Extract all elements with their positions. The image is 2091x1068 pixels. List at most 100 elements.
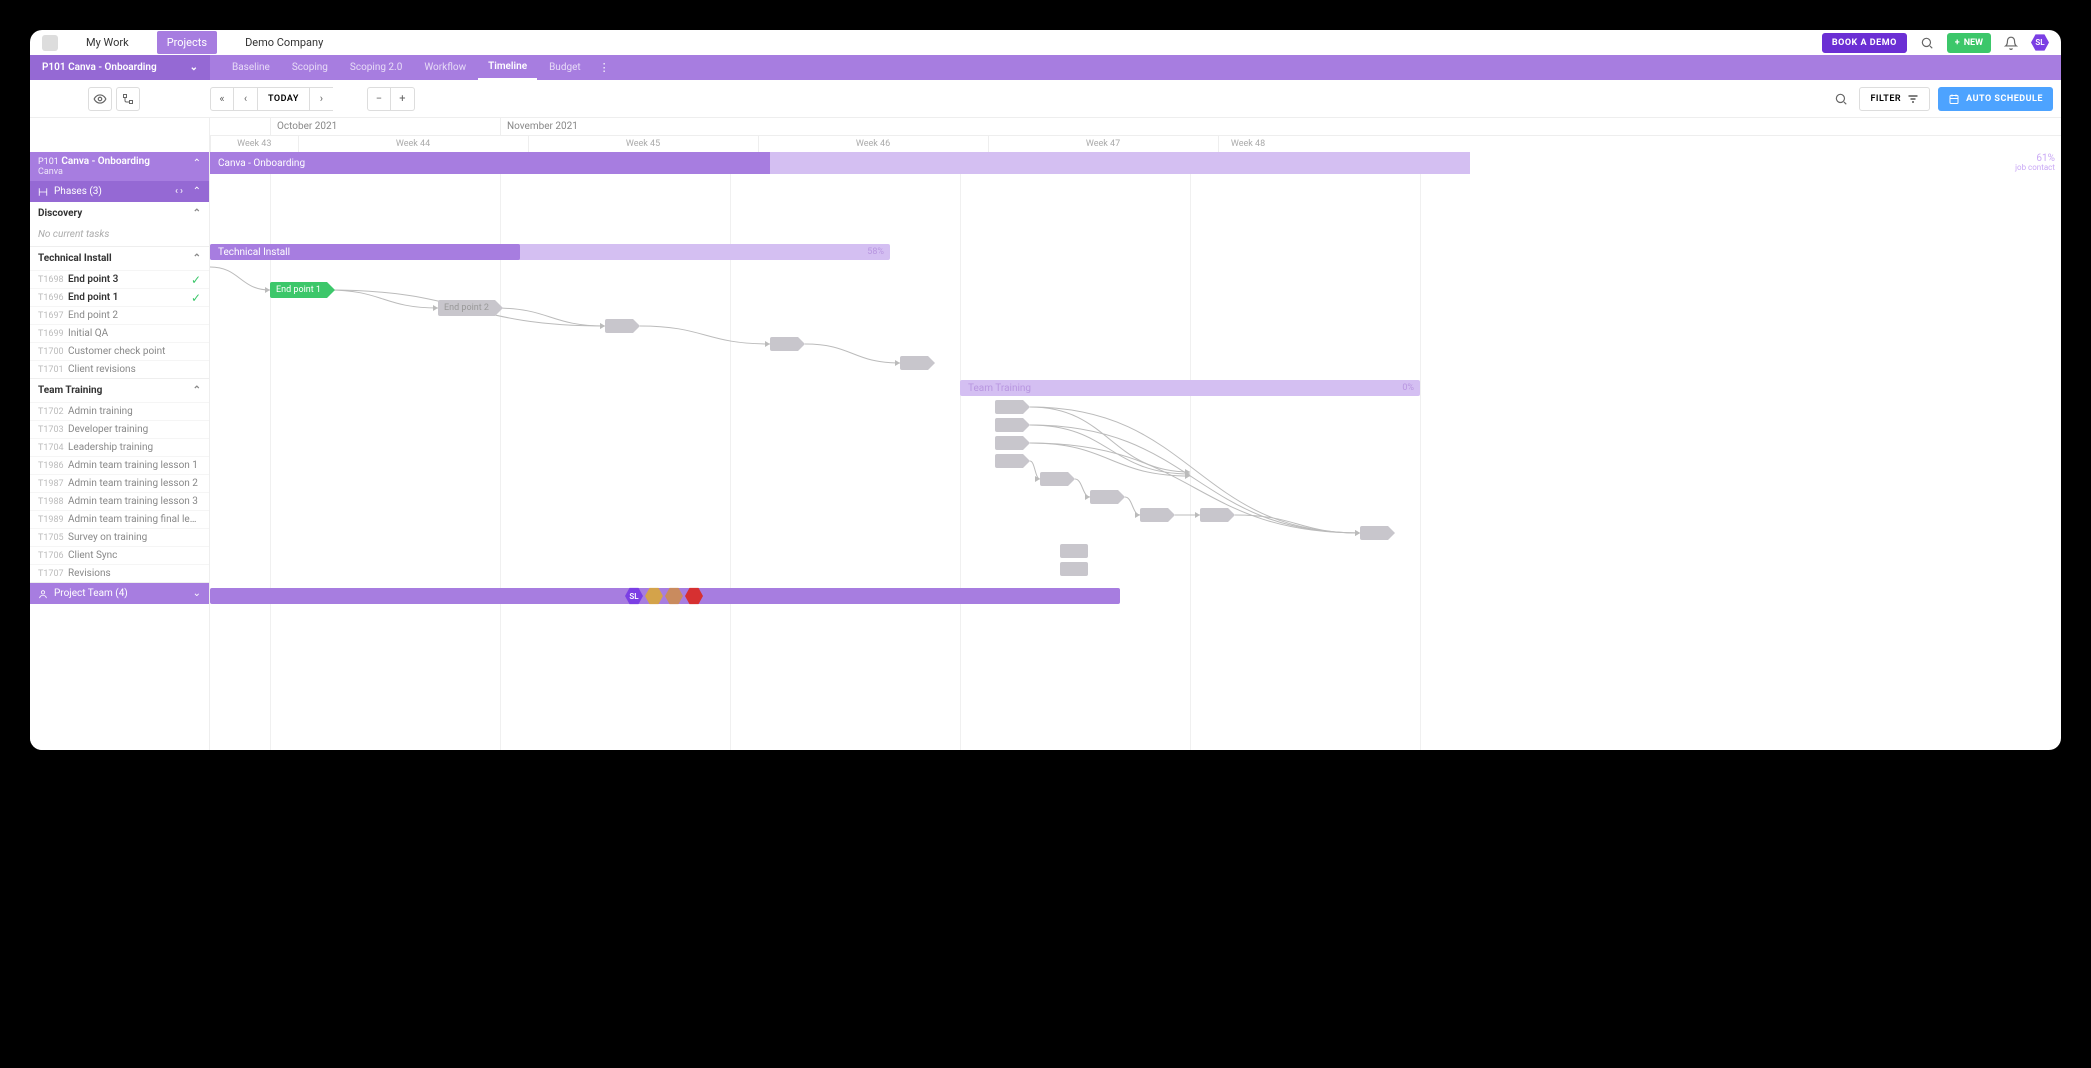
task-node[interactable]: [1040, 472, 1068, 486]
task-row[interactable]: T1989Admin team training final lesso...: [30, 510, 209, 528]
week-row: Week 43Week 44Week 45Week 46Week 47Week …: [210, 136, 2061, 152]
task-row[interactable]: T1988Admin team training lesson 3: [30, 492, 209, 510]
auto-schedule-button[interactable]: AUTO SCHEDULE: [1938, 87, 2053, 111]
sidebar: P101 Canva - Onboarding Canva ⌃ Phases (…: [30, 118, 210, 750]
task-row[interactable]: T1699Initial QA: [30, 324, 209, 342]
tab-scoping-2-0[interactable]: Scoping 2.0: [340, 55, 412, 80]
logo[interactable]: [42, 35, 58, 51]
group-team-training[interactable]: Team Training⌃: [30, 379, 209, 402]
task-node[interactable]: [1140, 508, 1168, 522]
notifications-icon[interactable]: [2001, 33, 2021, 53]
hierarchy-icon[interactable]: [116, 87, 140, 111]
task-node[interactable]: [1200, 508, 1228, 522]
task-node[interactable]: [995, 454, 1023, 468]
task-row[interactable]: T1701Client revisions: [30, 360, 209, 378]
group-discovery[interactable]: Discovery⌃: [30, 202, 209, 225]
month-row: October 2021November 2021: [210, 118, 2061, 136]
task-id: T1704: [38, 443, 68, 453]
task-id: T1706: [38, 551, 68, 561]
task-name: Customer check point: [68, 346, 201, 357]
zoom-controls: − +: [367, 87, 415, 111]
toolbar-right: FILTER AUTO SCHEDULE: [1831, 87, 2053, 111]
avatar[interactable]: [665, 587, 683, 605]
plus-icon: +: [1955, 38, 1960, 48]
search-icon[interactable]: [1917, 33, 1937, 53]
tab-timeline[interactable]: Timeline: [478, 55, 537, 80]
task-id: T1986: [38, 461, 68, 471]
task-row[interactable]: T1986Admin team training lesson 1: [30, 456, 209, 474]
phases-nav[interactable]: ‹›: [175, 186, 183, 197]
task-id: T1707: [38, 569, 68, 579]
task-row[interactable]: T1703Developer training: [30, 420, 209, 438]
milestone[interactable]: End point 1: [270, 282, 327, 298]
task-row[interactable]: T1707Revisions: [30, 564, 209, 582]
task-name: Admin team training lesson 2: [68, 478, 201, 489]
nav-projects[interactable]: Projects: [157, 31, 217, 54]
task-node[interactable]: [995, 418, 1023, 432]
tab-baseline[interactable]: Baseline: [222, 55, 280, 80]
chevron-down-icon: ⌄: [190, 62, 198, 73]
task-node[interactable]: [900, 356, 928, 370]
task-row[interactable]: T1702Admin training: [30, 402, 209, 420]
nav-my-work[interactable]: My Work: [76, 31, 139, 54]
task-row[interactable]: T1700Customer check point: [30, 342, 209, 360]
tab-budget[interactable]: Budget: [539, 55, 591, 80]
avatar[interactable]: [685, 587, 703, 605]
phases-label: Phases (3): [54, 186, 102, 197]
collapse-project-icon[interactable]: ⌃: [193, 158, 201, 169]
avatar[interactable]: SL: [625, 587, 643, 605]
new-button[interactable]: + NEW: [1947, 33, 1991, 53]
zoom-out-button[interactable]: −: [367, 87, 391, 111]
group-technical-install[interactable]: Technical Install⌃: [30, 247, 209, 270]
task-node[interactable]: [1360, 526, 1388, 540]
task-node[interactable]: [605, 319, 633, 333]
gantt-chart[interactable]: Canva - Onboarding 61%job contact Techni…: [210, 152, 2061, 750]
next-icon[interactable]: ›: [309, 87, 333, 111]
task-node[interactable]: [1060, 544, 1088, 558]
task-row[interactable]: T1987Admin team training lesson 2: [30, 474, 209, 492]
task-row[interactable]: T1697End point 2: [30, 306, 209, 324]
task-node[interactable]: [1090, 490, 1118, 504]
task-id: T1696: [38, 293, 68, 303]
tab-scoping[interactable]: Scoping: [282, 55, 338, 80]
task-node[interactable]: [1060, 562, 1088, 576]
sidebar-project-header[interactable]: P101 Canva - Onboarding Canva ⌃: [30, 152, 209, 181]
toolbar: « ‹ TODAY › − + FILTER AUTO SCHEDULE: [30, 80, 2061, 118]
task-row[interactable]: T1698End point 3✓: [30, 270, 209, 288]
prev-icon[interactable]: ‹: [234, 87, 258, 111]
collapse-icon[interactable]: «: [210, 87, 234, 111]
grid-line: [960, 152, 961, 750]
subnav-tabs: BaselineScopingScoping 2.0WorkflowTimeli…: [210, 55, 591, 80]
task-row[interactable]: T1704Leadership training: [30, 438, 209, 456]
task-row[interactable]: T1706Client Sync: [30, 546, 209, 564]
milestone[interactable]: End point 2: [438, 300, 495, 316]
phase-bar[interactable]: Team Training0%: [960, 380, 1420, 396]
task-row[interactable]: T1705Survey on training: [30, 528, 209, 546]
task-node[interactable]: [995, 400, 1023, 414]
zoom-in-button[interactable]: +: [391, 87, 415, 111]
task-id: T1989: [38, 515, 68, 525]
sidebar-team-header[interactable]: Project Team (4) ⌄: [30, 583, 209, 604]
visibility-icon[interactable]: [88, 87, 112, 111]
task-name: End point 2: [68, 310, 201, 321]
sidebar-phases-header[interactable]: Phases (3) ‹› ⌃: [30, 181, 209, 202]
today-button[interactable]: TODAY: [258, 87, 309, 111]
task-node[interactable]: [995, 436, 1023, 450]
nav-company[interactable]: Demo Company: [235, 31, 333, 54]
project-selector[interactable]: P101 Canva - Onboarding ⌄: [30, 55, 210, 80]
project-bar[interactable]: Canva - Onboarding: [210, 152, 770, 174]
filter-button[interactable]: FILTER: [1859, 87, 1930, 111]
task-node[interactable]: [770, 337, 798, 351]
user-avatar[interactable]: SL: [2031, 34, 2049, 52]
search-timeline-icon[interactable]: [1831, 89, 1851, 109]
task-name: Client revisions: [68, 364, 201, 375]
task-row[interactable]: T1696End point 1✓: [30, 288, 209, 306]
book-demo-button[interactable]: BOOK A DEMO: [1822, 33, 1907, 53]
task-name: Admin training: [68, 406, 201, 417]
avatar[interactable]: [645, 587, 663, 605]
more-menu-icon[interactable]: ⋮: [591, 61, 618, 74]
tab-workflow[interactable]: Workflow: [414, 55, 476, 80]
week-label: Week 48: [1218, 136, 1278, 152]
collapse-phases-icon[interactable]: ⌃: [193, 186, 201, 197]
task-name: Revisions: [68, 568, 201, 579]
